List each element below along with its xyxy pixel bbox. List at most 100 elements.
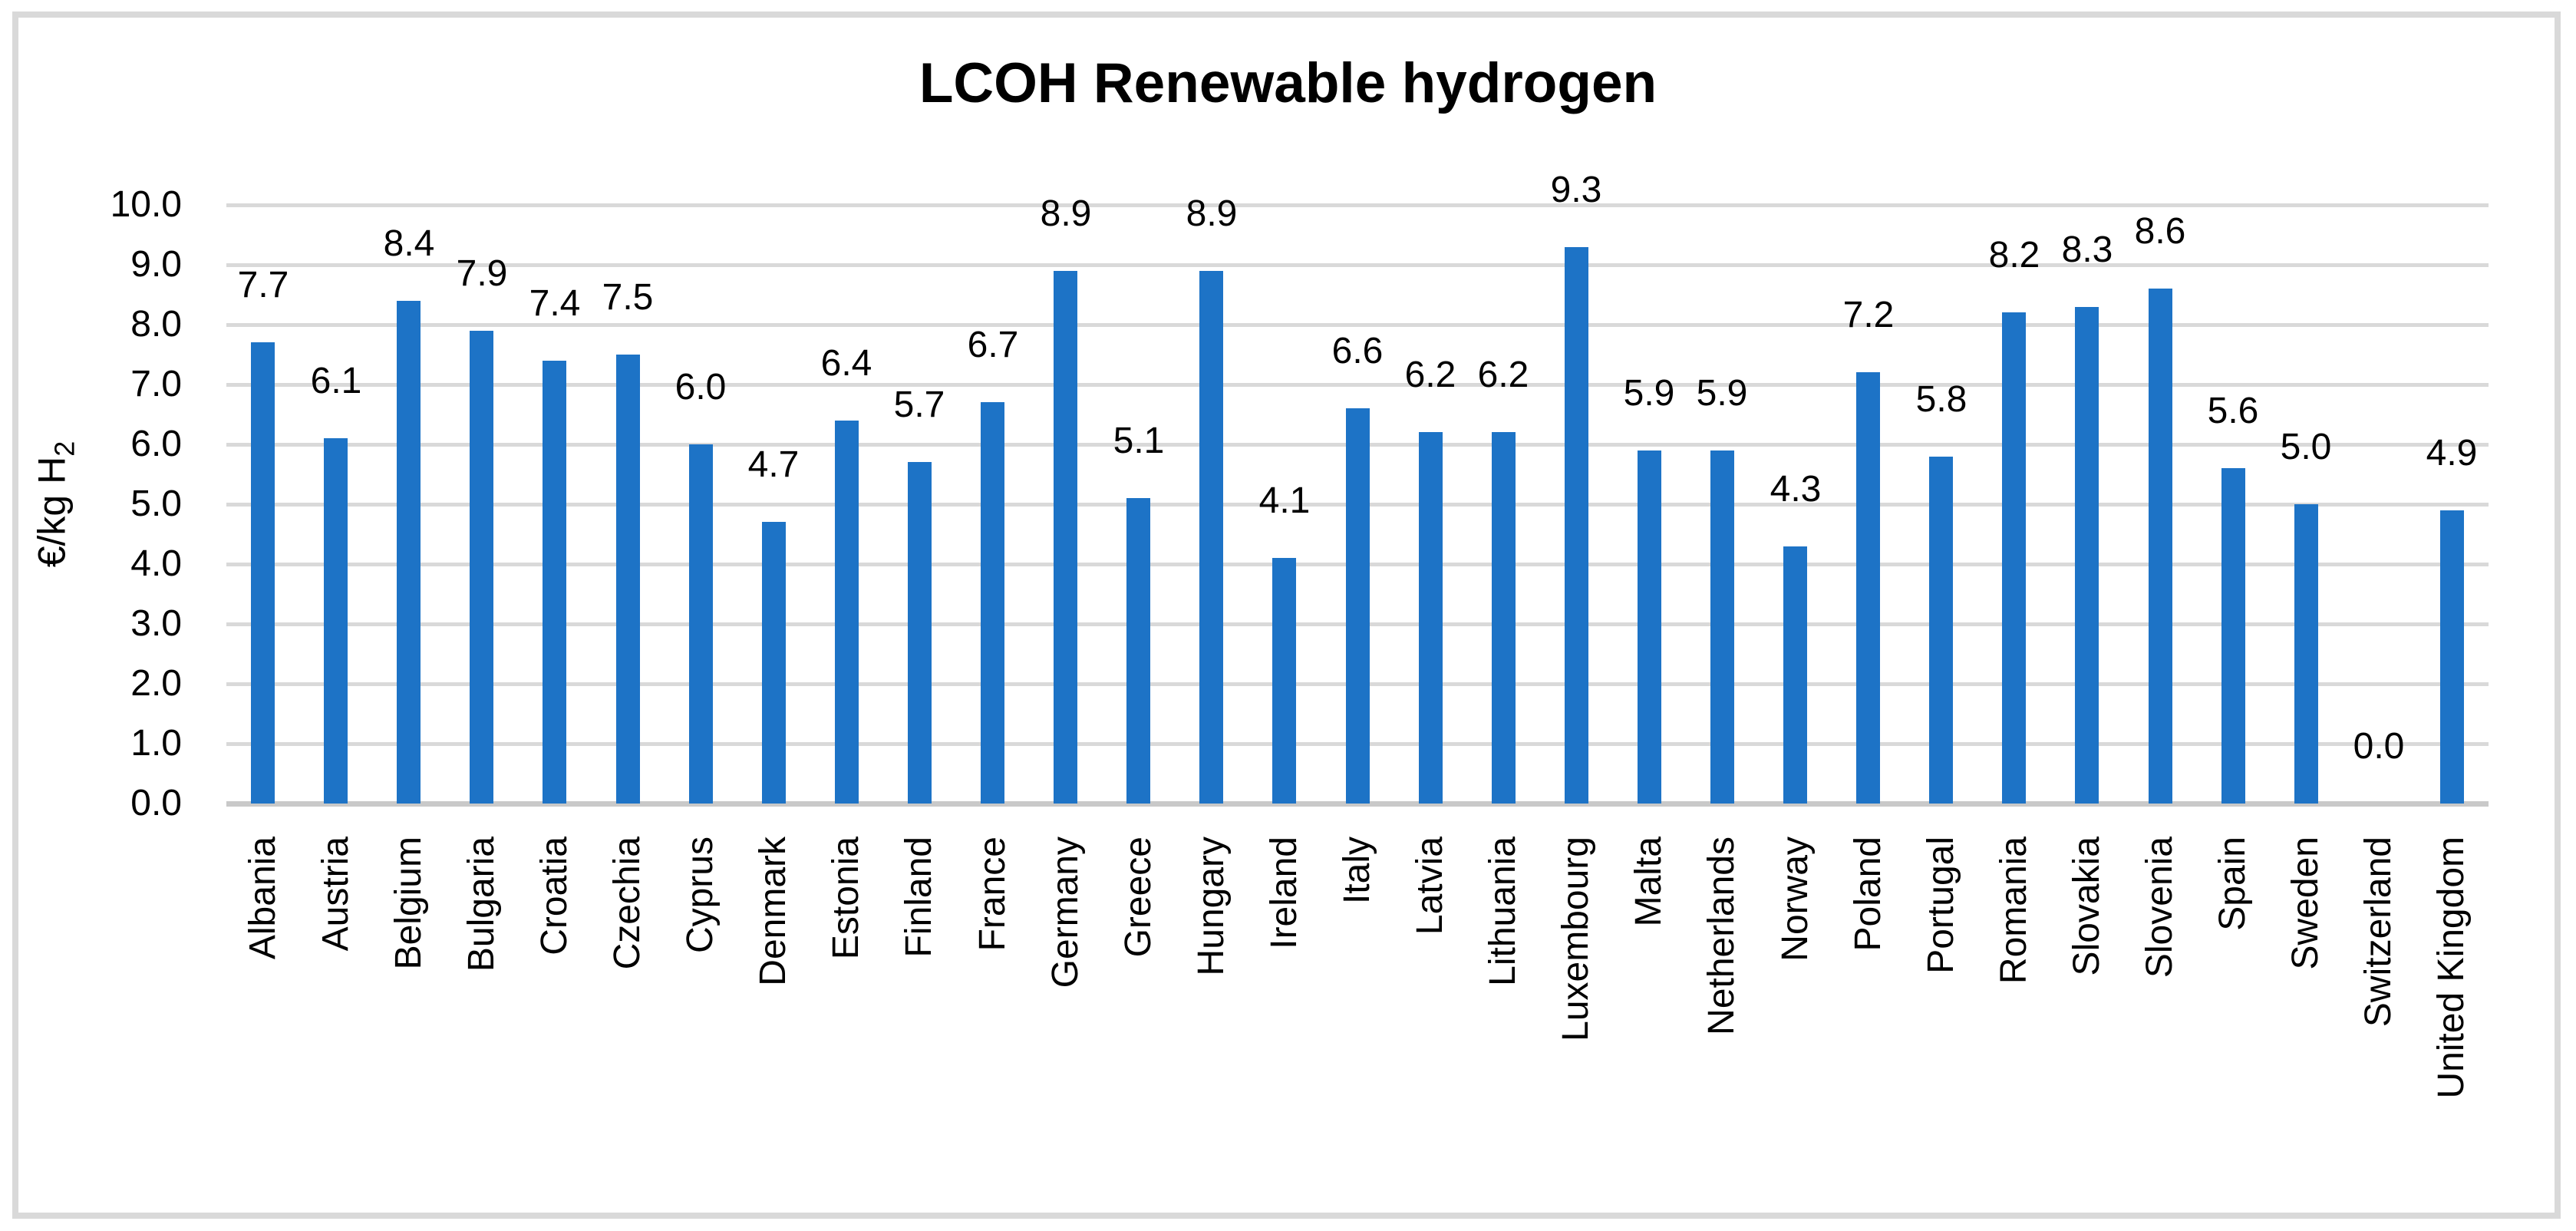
gridline-10.0 [226,203,2489,207]
x-axis-label-netherlands: Netherlands [1701,837,1742,1035]
bar-romania [2002,312,2026,804]
bar-cyprus [689,444,713,804]
x-axis-label-ireland: Ireland [1264,837,1304,949]
bar-value-label-estonia: 6.4 [820,343,872,384]
x-axis-label-romania: Romania [1994,837,2034,985]
x-axis-label-germany: Germany [1045,837,1086,988]
x-axis-label-italy: Italy [1337,837,1377,905]
bar-value-label-malta: 5.9 [1623,373,1675,414]
x-axis-label-norway: Norway [1775,837,1816,962]
x-axis-label-finland: Finland [899,837,939,958]
x-axis-label-slovenia: Slovenia [2139,837,2180,979]
bar-ireland [1272,558,1296,804]
x-axis-label-belgium: Belgium [388,837,429,970]
bar-value-label-switzerland: 0.0 [2353,726,2405,767]
bar-value-label-hungary: 8.9 [1186,193,1238,234]
bar-value-label-cyprus: 6.0 [675,367,727,408]
bar-france [981,402,1004,804]
gridline-7.0 [226,383,2489,387]
x-axis-label-lithuania: Lithuania [1483,837,1523,986]
bar-value-label-poland: 7.2 [1842,295,1895,335]
bar-value-label-romania: 8.2 [1988,235,2040,276]
bar-lithuania [1492,432,1516,804]
bar-value-label-denmark: 4.7 [747,444,800,485]
y-tick-label-2.0: 2.0 [130,663,182,704]
y-tick-label-3.0: 3.0 [130,603,182,644]
y-tick-label-8.0: 8.0 [130,304,182,345]
bar-value-label-belgium: 8.4 [383,223,435,264]
x-axis-line [226,801,2489,807]
x-axis-label-croatia: Croatia [534,837,575,955]
bar-greece [1126,498,1150,804]
y-tick-label-0.0: 0.0 [130,783,182,823]
x-axis-label-poland: Poland [1848,837,1888,952]
bar-germany [1054,271,1077,804]
bar-value-label-lithuania: 6.2 [1477,355,1529,395]
x-axis-label-czechia: Czechia [607,837,648,970]
bar-czechia [616,355,640,804]
bar-malta [1638,450,1661,804]
bar-sweden [2294,504,2318,804]
bar-slovenia [2149,289,2172,804]
bar-albania [251,342,275,804]
y-tick-label-10.0: 10.0 [110,184,182,225]
y-tick-label-5.0: 5.0 [130,483,182,524]
x-axis-label-luxembourg: Luxembourg [1555,837,1596,1041]
bar-italy [1346,408,1370,804]
x-axis-label-spain: Spain [2212,837,2253,931]
bar-finland [908,462,932,804]
x-axis-label-france: France [972,837,1013,952]
bar-hungary [1199,271,1223,804]
y-tick-label-6.0: 6.0 [130,424,182,464]
x-axis-label-albania: Albania [242,837,283,960]
x-axis-label-greece: Greece [1118,837,1159,958]
bar-value-label-croatia: 7.4 [529,283,581,324]
x-axis-label-portugal: Portugal [1921,837,1961,974]
x-axis-label-malta: Malta [1628,837,1669,927]
bar-united-kingdom [2440,510,2464,804]
bar-value-label-slovenia: 8.6 [2134,211,2186,252]
bar-norway [1783,546,1807,804]
x-axis-label-cyprus: Cyprus [680,837,721,954]
x-axis-label-united-kingdom: United Kingdom [2431,837,2472,1099]
bar-belgium [397,301,421,804]
bar-value-label-luxembourg: 9.3 [1550,170,1602,210]
bar-slovakia [2075,307,2099,804]
bar-poland [1856,372,1880,804]
bar-value-label-italy: 6.6 [1331,331,1384,371]
y-tick-label-4.0: 4.0 [130,543,182,584]
bar-value-label-greece: 5.1 [1113,421,1165,461]
bar-bulgaria [470,331,493,804]
bar-value-label-norway: 4.3 [1770,469,1822,510]
x-axis-label-estonia: Estonia [826,837,866,960]
bar-latvia [1419,432,1443,804]
bar-value-label-slovakia: 8.3 [2061,229,2113,270]
bar-value-label-bulgaria: 7.9 [456,253,508,294]
bar-value-label-germany: 8.9 [1040,193,1092,234]
x-axis-label-switzerland: Switzerland [2358,837,2399,1028]
y-tick-label-9.0: 9.0 [130,244,182,285]
x-axis-label-slovakia: Slovakia [2066,837,2107,976]
y-tick-label-7.0: 7.0 [130,364,182,404]
gridline-9.0 [226,263,2489,267]
x-axis-label-sweden: Sweden [2285,837,2326,970]
bar-value-label-latvia: 6.2 [1404,355,1456,395]
x-axis-label-latvia: Latvia [1410,837,1450,936]
bar-value-label-sweden: 5.0 [2280,427,2332,467]
bar-value-label-france: 6.7 [967,325,1019,365]
bar-value-label-portugal: 5.8 [1915,379,1967,420]
bar-austria [324,438,348,804]
bar-value-label-czechia: 7.5 [602,277,654,318]
bar-value-label-united-kingdom: 4.9 [2426,433,2478,474]
bar-value-label-spain: 5.6 [2207,391,2259,431]
y-tick-label-1.0: 1.0 [130,723,182,764]
bar-portugal [1929,457,1953,804]
bar-value-label-albania: 7.7 [237,265,289,305]
bar-luxembourg [1565,247,1588,804]
x-axis-label-bulgaria: Bulgaria [461,837,502,972]
x-axis-label-austria: Austria [315,837,356,952]
bar-value-label-netherlands: 5.9 [1696,373,1748,414]
chart-title: LCOH Renewable hydrogen [919,52,1657,114]
bar-value-label-austria: 6.1 [310,361,362,401]
